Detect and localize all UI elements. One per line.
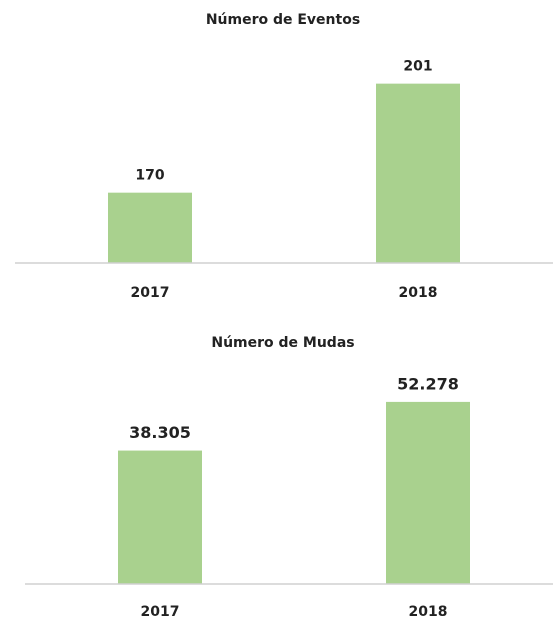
x-tick-label: 2018 xyxy=(409,604,448,619)
chart-title: Número de Eventos xyxy=(206,12,360,28)
data-label: 201 xyxy=(403,59,432,75)
bar xyxy=(118,450,202,584)
data-label: 170 xyxy=(135,168,164,184)
bar xyxy=(108,192,192,263)
x-tick-label: 2017 xyxy=(131,285,170,301)
chart-title: Número de Mudas xyxy=(211,335,354,351)
x-tick-label: 2017 xyxy=(141,604,180,619)
data-label: 38.305 xyxy=(129,423,191,442)
data-label: 52.278 xyxy=(397,374,459,393)
bar xyxy=(386,401,470,584)
bar xyxy=(376,83,460,264)
x-tick-label: 2018 xyxy=(399,285,438,301)
